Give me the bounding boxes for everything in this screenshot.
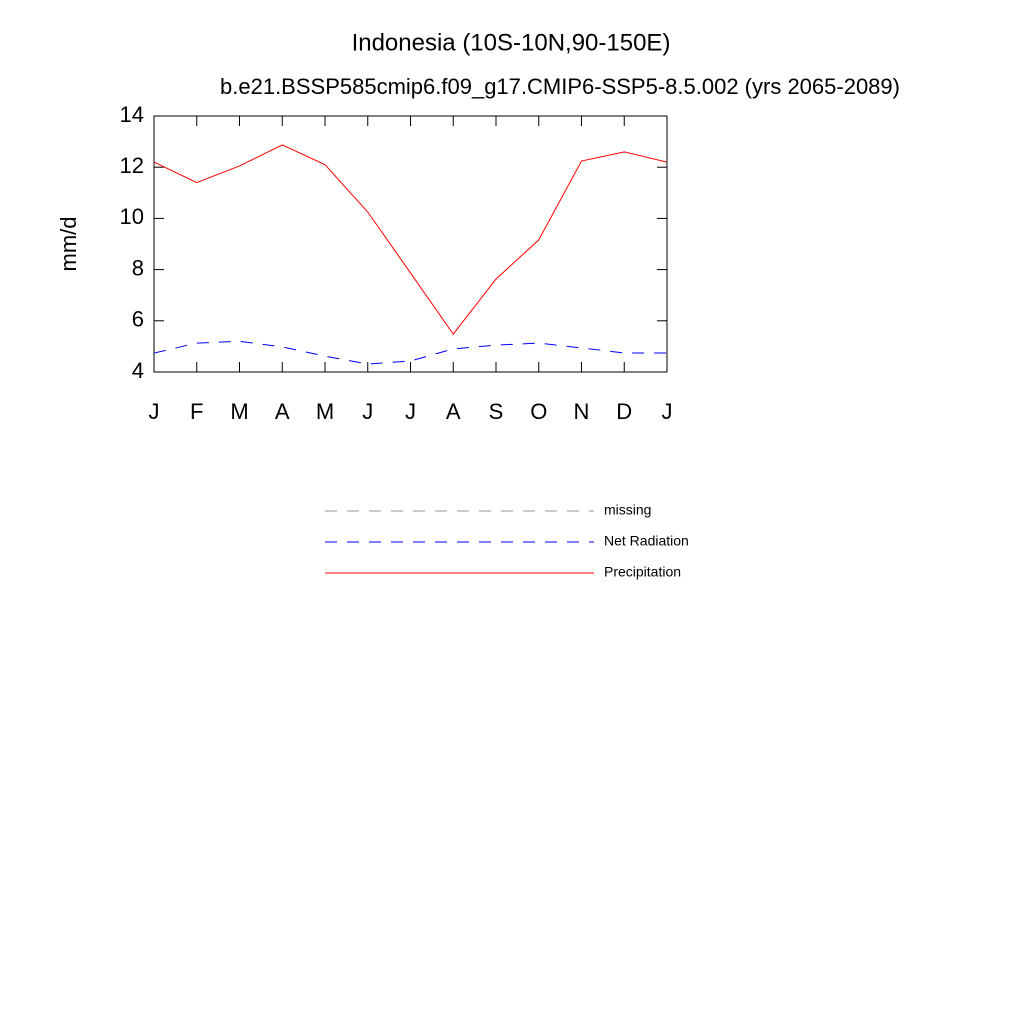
y-tick-label: 10 bbox=[120, 204, 144, 229]
x-tick-label: J bbox=[149, 399, 160, 424]
y-tick-label: 12 bbox=[120, 153, 144, 178]
x-tick-label: M bbox=[230, 399, 248, 424]
x-tick-label: D bbox=[616, 399, 632, 424]
x-tick-label: A bbox=[275, 399, 290, 424]
x-tick-label: J bbox=[662, 399, 673, 424]
legend-label: missing bbox=[604, 502, 651, 518]
x-tick-label: M bbox=[316, 399, 334, 424]
chart-subtitle: b.e21.BSSP585cmip6.f09_g17.CMIP6-SSP5-8.… bbox=[220, 74, 900, 99]
x-tick-label: S bbox=[489, 399, 504, 424]
x-tick-label: J bbox=[405, 399, 416, 424]
y-tick-label: 6 bbox=[132, 307, 144, 332]
y-tick-label: 4 bbox=[132, 358, 144, 383]
legend-label: Precipitation bbox=[604, 564, 681, 580]
legend-label: Net Radiation bbox=[604, 533, 689, 549]
x-tick-label: O bbox=[530, 399, 547, 424]
x-tick-label: A bbox=[446, 399, 461, 424]
y-tick-label: 14 bbox=[120, 102, 144, 127]
x-tick-label: N bbox=[574, 399, 590, 424]
y-tick-label: 8 bbox=[132, 255, 144, 280]
x-tick-label: J bbox=[362, 399, 373, 424]
y-axis-label: mm/d bbox=[56, 217, 81, 272]
x-tick-label: F bbox=[190, 399, 203, 424]
series-line bbox=[153, 144, 668, 335]
chart-title: Indonesia (10S-10N,90-150E) bbox=[352, 29, 671, 56]
